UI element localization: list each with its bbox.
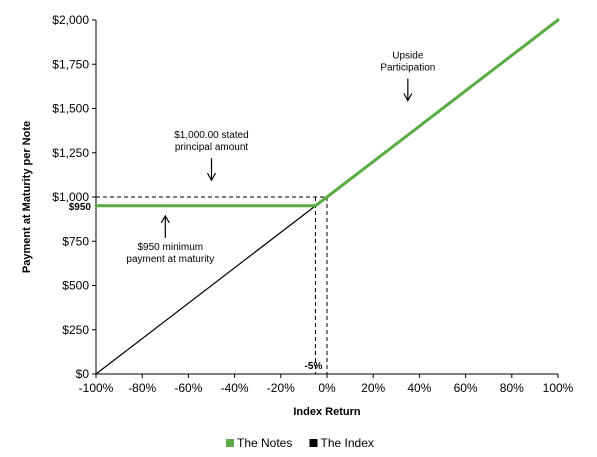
axes-layer: $0 $250 $500 $750 $1,000 $1,250 $1,500 $1,750 $2… [21,13,574,418]
legend: The Notes The Index [226,436,374,450]
x-axis-title: Index Return [293,406,361,418]
x-tick-label: 40% [407,381,431,395]
legend-label: The Index [321,436,374,450]
y-tick-label: $1,500 [52,102,89,116]
x-minus5-label: -5% [305,361,323,372]
y-axis-title: Payment at Maturity per Note [21,121,33,273]
y-950-label: $950 [69,202,92,213]
arrow-up-icon [160,214,170,224]
y-tick-label: $1,250 [52,146,89,160]
x-tick-label: 0% [318,381,336,395]
legend-item-the-notes: The Notes [226,436,292,450]
x-tick-label: -80% [128,381,156,395]
series-layer [94,18,560,375]
x-tick-label: 80% [500,381,524,395]
series-line-the-notes [94,18,560,208]
annotation-text: principal amount [175,142,249,153]
y-tick-label: $2,000 [52,13,89,27]
x-tick-label: 100% [543,381,574,395]
x-tick-label: 20% [361,381,385,395]
legend-swatch [226,439,234,447]
y-tick-label: $1,750 [52,57,89,71]
y-tick-label: $250 [62,323,89,337]
annotation-text: payment at maturity [126,254,214,265]
y-tick-label: $0 [76,367,90,381]
annotation-text: Participation [380,63,435,74]
annotation-text: $1,000.00 stated [174,130,249,141]
legend-item-the-index: The Index [309,436,374,450]
reference-lines-layer: $950 -5% [69,196,328,374]
y-tick-label: $1,000 [52,190,89,204]
y-tick-label: $750 [62,234,89,248]
series-line-the-index [95,196,328,375]
y-tick-label: $500 [62,279,89,293]
x-tick-label: -40% [221,381,249,395]
arrow-down-icon [206,172,217,182]
x-tick-label: -100% [79,381,114,395]
x-tick-label: 60% [454,381,478,395]
arrow-down-icon [403,93,413,102]
annotation-text: Upside [392,51,424,62]
x-tick-label: -60% [174,381,202,395]
x-tick-label: -20% [267,381,295,395]
annotation-text: $950 minimum [138,242,204,253]
legend-label: The Notes [237,436,292,450]
legend-swatch [309,439,318,447]
